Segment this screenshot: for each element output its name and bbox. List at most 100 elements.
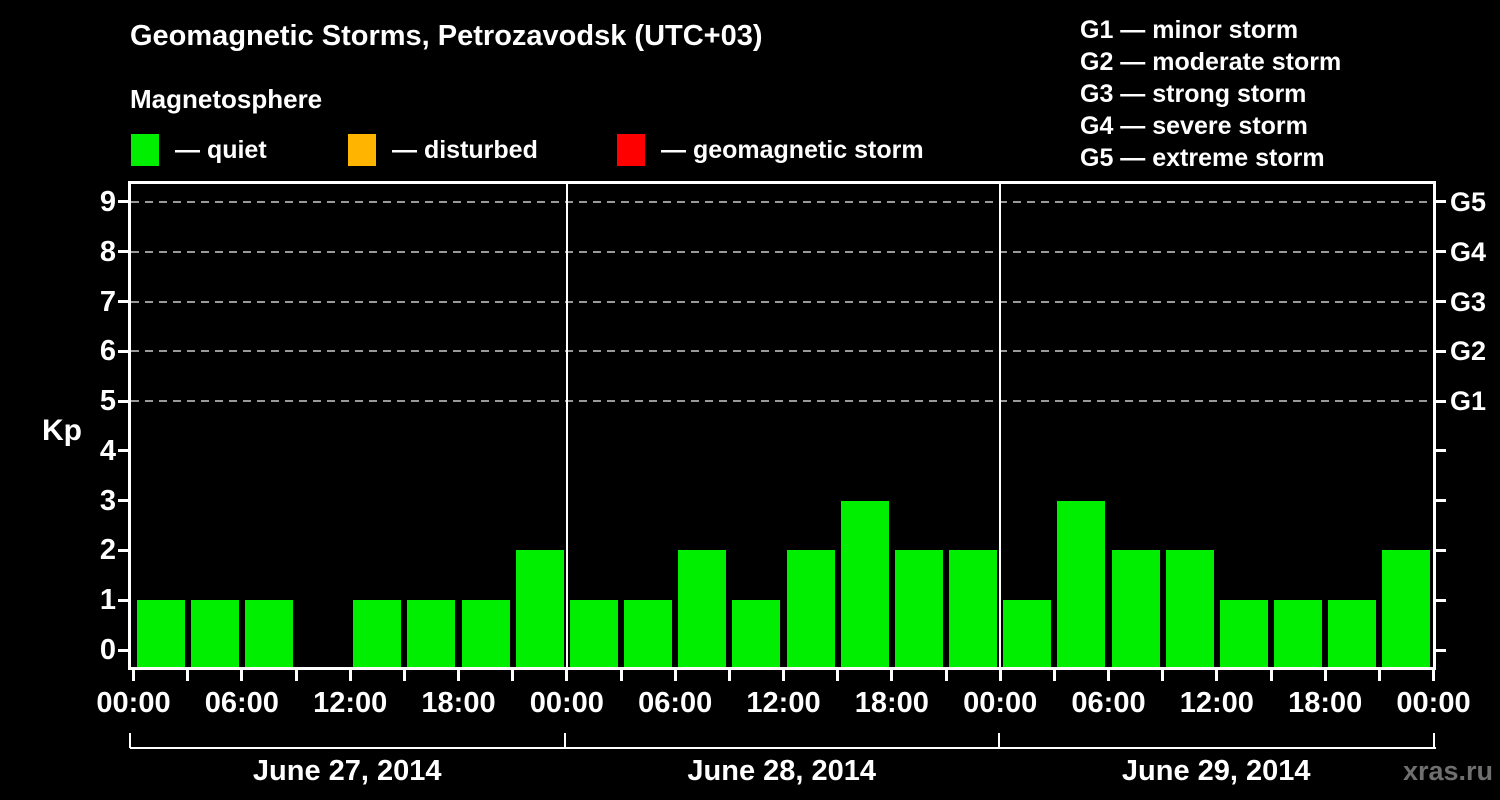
y-axis-tick-right: [1434, 449, 1446, 453]
x-axis-label: 06:00: [204, 687, 279, 719]
kp-bar: [678, 550, 727, 667]
right-axis-label-g5: G5: [1450, 186, 1487, 217]
x-axis-tick: [1052, 669, 1056, 681]
legend-item-geomagnetic-storm: — geomagnetic storm: [617, 134, 924, 166]
kp-bar: [786, 550, 835, 667]
kp-bar: [353, 600, 402, 667]
y-axis-label: 9: [99, 185, 116, 218]
y-axis-tick-left: [118, 200, 130, 204]
y-axis-tick-left: [118, 300, 130, 304]
kp-bar: [949, 550, 998, 667]
day-separator: [565, 184, 568, 667]
kp-bar: [1382, 550, 1431, 667]
x-axis-tick: [402, 669, 406, 681]
disturbed-label: — disturbed: [392, 135, 538, 164]
y-axis-tick-right: [1434, 648, 1446, 652]
g-scale-legend: G1 — minor storm G2 — moderate storm G3 — …: [1080, 14, 1341, 174]
g-legend-item: G3 — strong storm: [1080, 80, 1307, 108]
y-axis-tick-left: [118, 349, 130, 353]
geomagnetic-storm-label: — geomagnetic storm: [661, 135, 924, 164]
x-axis-tick: [511, 669, 515, 681]
kp-bar: [732, 600, 781, 667]
kp-bar: [840, 500, 889, 667]
gridline-kp-6: [131, 350, 1433, 353]
y-axis-tick-right: [1434, 349, 1446, 353]
x-axis-label: 12:00: [1179, 687, 1254, 719]
y-axis-tick-left: [118, 250, 130, 254]
kp-bar: [1111, 550, 1160, 667]
disturbed-color-swatch: [348, 134, 376, 166]
y-axis-tick-right: [1434, 399, 1446, 403]
y-axis-tick-left: [118, 399, 130, 403]
y-axis-label: 3: [99, 484, 116, 517]
kp-bar: [136, 600, 185, 667]
x-axis-tick: [1215, 669, 1219, 681]
x-axis-tick: [132, 669, 135, 681]
x-axis-tick: [1107, 669, 1110, 681]
x-axis-tick: [782, 669, 785, 681]
date-label: June 27, 2014: [252, 755, 442, 787]
y-axis-label: 4: [99, 434, 116, 467]
kp-bar: [190, 600, 239, 667]
gridline-kp-5: [131, 400, 1433, 403]
kp-bar: [1274, 600, 1323, 667]
y-axis-tick-right: [1434, 300, 1446, 304]
quiet-label: — quiet: [175, 135, 267, 164]
x-axis-tick: [998, 669, 1002, 681]
date-bracket-tick: [998, 733, 1000, 748]
x-axis-tick: [1323, 669, 1327, 681]
y-axis-label: 8: [99, 235, 116, 268]
watermark: xras.ru: [1402, 756, 1493, 786]
date-bracket-tick: [563, 733, 566, 748]
chart-title: Geomagnetic Storms, Petrozavodsk (UTC+03…: [130, 20, 763, 52]
y-axis-tick-left: [118, 499, 130, 503]
legend-item-quiet: — quiet: [131, 134, 267, 166]
x-axis-tick: [619, 669, 623, 681]
x-axis-label: 18:00: [854, 687, 929, 719]
kp-bar: [461, 600, 510, 667]
x-axis-tick: [1432, 669, 1435, 681]
kp-bar: [1165, 550, 1214, 667]
x-axis-label: 00:00: [529, 687, 604, 719]
geomagnetic-storm-color-swatch: [617, 134, 645, 166]
y-axis-tick-left: [118, 548, 130, 552]
y-axis-label: 6: [99, 335, 116, 368]
plot-area: [128, 181, 1436, 670]
x-axis-tick: [457, 669, 460, 681]
x-axis-label: 12:00: [746, 687, 821, 719]
x-axis-tick: [294, 669, 298, 681]
x-axis-tick: [348, 669, 352, 681]
x-axis-label: 12:00: [313, 687, 388, 719]
x-axis-tick: [565, 669, 569, 681]
date-bracket-tick: [129, 733, 131, 748]
y-axis-tick-left: [118, 648, 130, 652]
right-axis-label-g1: G1: [1450, 386, 1487, 417]
g-legend-item: G4 — severe storm: [1080, 112, 1308, 140]
kp-bar: [244, 600, 293, 667]
y-axis-tick-right: [1434, 499, 1446, 503]
gridline-kp-8: [131, 250, 1433, 253]
y-axis-tick-right: [1434, 598, 1446, 602]
x-axis-tick: [1377, 669, 1381, 681]
y-axis-label: 0: [99, 634, 116, 666]
y-axis-label: 1: [99, 584, 116, 617]
right-axis-label-g3: G3: [1450, 286, 1487, 317]
g-legend-item: G5 — extreme storm: [1080, 144, 1325, 172]
gridline-kp-9: [131, 200, 1433, 203]
y-axis-tick-right: [1434, 200, 1446, 204]
date-bracket-tick: [1432, 733, 1435, 748]
kp-bar: [1057, 500, 1106, 667]
y-axis-tick-right: [1434, 548, 1446, 552]
y-axis-label: 2: [99, 534, 116, 567]
x-axis-label: 06:00: [638, 687, 713, 719]
x-axis-label: 00:00: [1396, 687, 1471, 719]
y-axis-label: 5: [99, 385, 116, 418]
gridline-kp-7: [131, 300, 1433, 303]
magnetosphere-label: Magnetosphere: [130, 84, 323, 114]
kp-bar: [407, 600, 456, 667]
x-axis-tick: [944, 669, 948, 681]
kp-bar: [1328, 600, 1377, 667]
quiet-color-swatch: [131, 134, 159, 166]
x-axis-tick: [1269, 669, 1273, 681]
